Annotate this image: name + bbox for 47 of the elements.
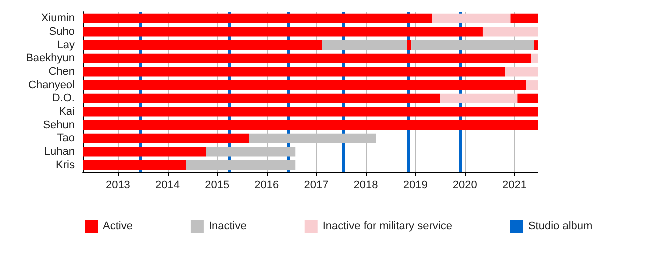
bar <box>83 54 532 64</box>
bar <box>510 14 538 24</box>
x-tick-label: 2013 <box>106 180 130 192</box>
bar <box>531 54 538 64</box>
x-tick-label: 2021 <box>502 180 527 192</box>
bar <box>83 94 440 104</box>
x-tick-label: 2018 <box>354 180 378 192</box>
y-tick-label: Kris <box>56 159 76 172</box>
bar <box>83 80 527 90</box>
legend-label: Inactive for military service <box>322 220 452 232</box>
y-tick-label: Sehun <box>43 119 75 132</box>
legend-label: Active <box>103 220 133 232</box>
bar <box>83 107 538 117</box>
bar <box>482 27 538 37</box>
y-tick-label: Kai <box>59 106 75 118</box>
x-tick-label: 2014 <box>156 180 180 192</box>
x-tick-label: 2017 <box>304 180 329 192</box>
bar <box>432 14 511 24</box>
bar <box>440 94 518 104</box>
bar <box>518 94 538 104</box>
y-tick-label: D.O. <box>52 92 75 105</box>
bar <box>83 27 483 37</box>
bar <box>83 120 538 130</box>
bar <box>534 40 538 50</box>
bar <box>83 147 206 157</box>
x-tick-label: 2019 <box>403 180 428 192</box>
bar <box>83 160 186 170</box>
y-tick-label: Lay <box>57 39 76 52</box>
y-tick-label: Tao <box>57 132 75 145</box>
x-tick-label: 2016 <box>254 180 280 192</box>
legend-label: Inactive <box>208 220 247 232</box>
bar <box>83 67 506 77</box>
bar <box>526 80 538 90</box>
x-tick-label: 2020 <box>452 180 478 192</box>
bar <box>83 134 250 144</box>
bar <box>505 67 538 77</box>
y-tick-label: Chen <box>48 66 75 78</box>
x-tick-label: 2015 <box>205 180 230 192</box>
bar <box>83 40 322 50</box>
y-tick-label: Baekhyun <box>26 52 75 65</box>
bar <box>407 40 412 50</box>
y-tick-label: Chanyeol <box>28 79 75 92</box>
y-tick-label: Suho <box>49 26 75 38</box>
y-tick-label: Xiumin <box>41 12 75 25</box>
bar <box>83 14 432 24</box>
legend-label: Studio album <box>528 220 593 232</box>
y-tick-label: Luhan <box>44 146 75 158</box>
